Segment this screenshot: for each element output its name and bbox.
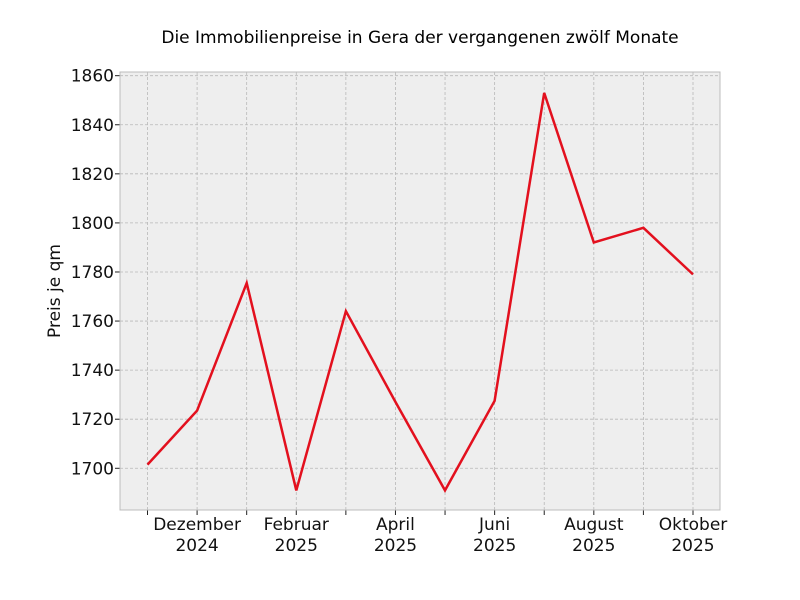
x-tick-label-month: Februar — [264, 515, 329, 535]
x-tick-label-month: August — [564, 515, 624, 535]
y-tick-label: 1740 — [71, 361, 114, 381]
plot-border — [119, 71, 721, 511]
axis-ticks — [115, 75, 694, 515]
x-tick-label-month: April — [376, 515, 415, 535]
chart-title: Die Immobilienpreise in Gera der vergang… — [161, 28, 678, 48]
x-tick-label-year: 2025 — [671, 536, 714, 556]
x-tick-label-year: 2025 — [572, 536, 615, 556]
x-tick-label-year: 2025 — [275, 536, 318, 556]
y-tick-label: 1800 — [71, 214, 114, 234]
grid-lines — [120, 72, 720, 510]
x-tick-label-year: 2025 — [473, 536, 516, 556]
y-tick-label: 1820 — [71, 165, 114, 185]
y-tick-label: 1700 — [71, 459, 114, 479]
y-tick-label: 1780 — [71, 263, 114, 283]
x-axis-tick-labels: Dezember2024Februar2025April2025Juni2025… — [153, 515, 727, 556]
x-tick-label-month: Oktober — [659, 515, 728, 535]
y-tick-label: 1860 — [71, 67, 114, 87]
y-axis-tick-labels: 1700 1720 1740 1760 1780 1800 1820 1840 1860 — [71, 67, 114, 480]
y-tick-label: 1760 — [71, 312, 114, 332]
y-tick-label: 1720 — [71, 410, 114, 430]
x-tick-label-month: Dezember — [153, 515, 241, 535]
price-line — [146, 92, 694, 493]
y-tick-label: 1840 — [71, 116, 114, 136]
x-tick-label-year: 2025 — [374, 536, 417, 556]
x-tick-label-year: 2024 — [175, 536, 218, 556]
x-tick-label-month: Juni — [478, 515, 510, 535]
plot-area — [120, 72, 720, 510]
y-axis-label: Preis je qm — [45, 244, 65, 338]
